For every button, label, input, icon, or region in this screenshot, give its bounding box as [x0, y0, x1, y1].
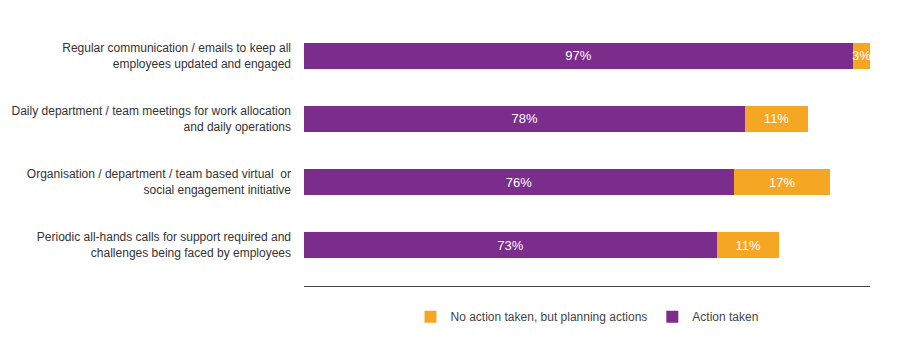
- svg-text:11%: 11%: [764, 111, 789, 126]
- svg-text:Periodic all-hands calls for s: Periodic all-hands calls for support req…: [37, 230, 291, 260]
- svg-text:78%: 78%: [512, 111, 538, 126]
- svg-text:76%: 76%: [506, 175, 532, 190]
- svg-text:Daily department / team meetin: Daily department / team meetings for wor…: [12, 104, 291, 134]
- svg-text:No action taken, but planning: No action taken, but planning actions: [451, 310, 648, 324]
- svg-text:11%: 11%: [736, 238, 761, 253]
- svg-text:3%: 3%: [852, 48, 871, 63]
- svg-text:73%: 73%: [497, 238, 523, 253]
- svg-text:17%: 17%: [769, 175, 795, 190]
- svg-text:Regular communication / emails: Regular communication / emails to keep a…: [62, 41, 291, 71]
- svg-text:Organisation / department / te: Organisation / department / team based v…: [27, 167, 291, 197]
- svg-text:97%: 97%: [565, 48, 591, 63]
- svg-text:Action taken: Action taken: [692, 310, 758, 324]
